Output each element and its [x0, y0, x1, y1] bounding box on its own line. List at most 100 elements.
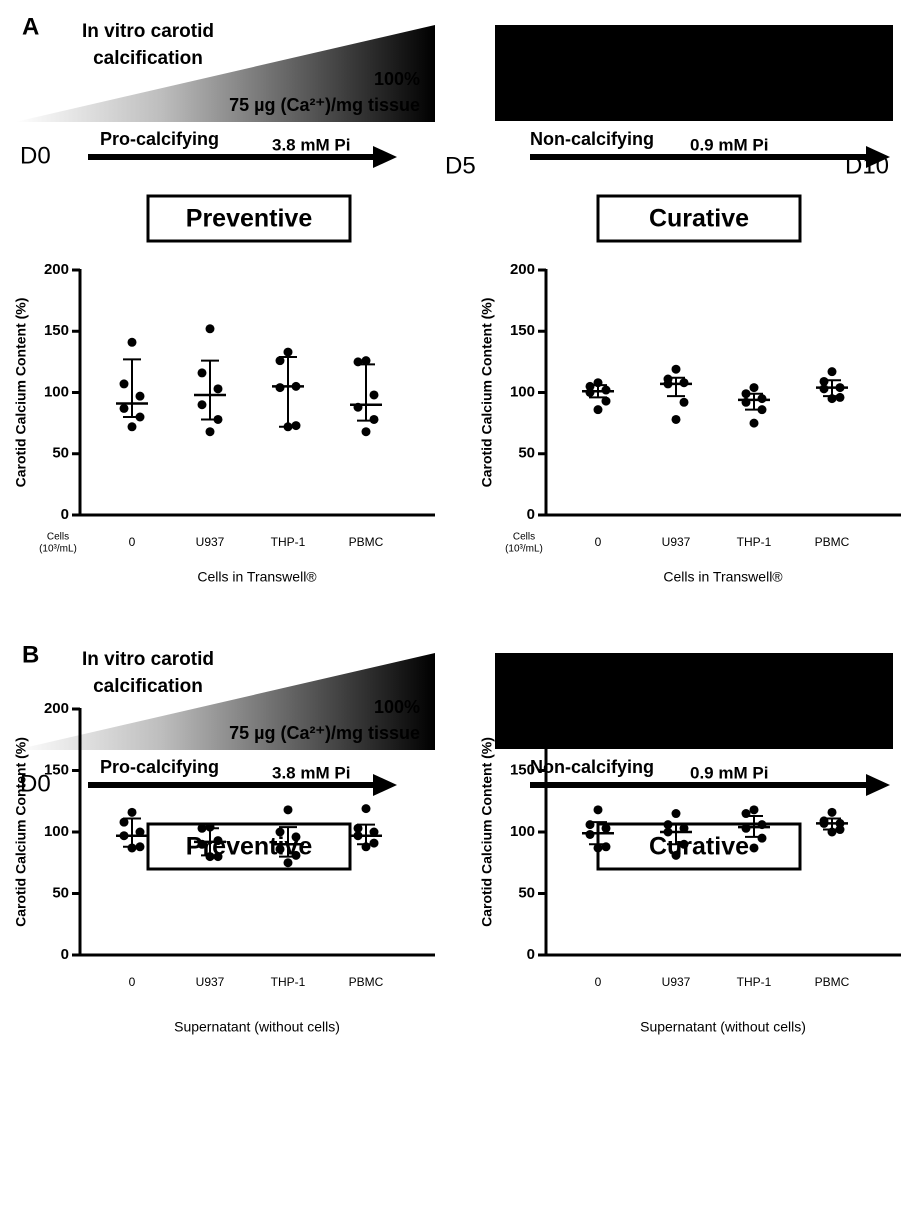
x-tick-label: 0 — [595, 975, 602, 989]
data-point — [135, 412, 145, 422]
data-point — [291, 381, 301, 391]
phase-label: Non-calcifying — [530, 129, 654, 149]
data-point — [291, 832, 301, 842]
phase-label: Pro-calcifying — [100, 757, 219, 777]
y-tick-label: 150 — [44, 322, 69, 339]
data-point — [197, 839, 207, 849]
data-point — [585, 829, 595, 839]
level-label: 100% — [374, 697, 420, 717]
data-point — [827, 807, 837, 817]
day-label: D0 — [20, 770, 51, 797]
y-tick-label: 150 — [44, 761, 69, 778]
y-tick-label: 50 — [52, 884, 69, 901]
data-point — [213, 836, 223, 846]
x-tick-label: THP-1 — [737, 535, 772, 549]
level-label: 100% — [374, 69, 420, 89]
data-point — [275, 827, 285, 837]
strategy-box — [596, 822, 802, 871]
dose-label: 75 µg (Ca²⁺)/mg tissue — [229, 723, 420, 743]
x-tick-label: PBMC — [349, 975, 384, 989]
strategy-box — [596, 194, 802, 243]
y-tick-label: 200 — [510, 700, 535, 717]
data-point — [291, 850, 301, 860]
data-point — [663, 827, 673, 837]
y-axis-label: Carotid Calcium Content (%) — [479, 737, 495, 927]
x-tick-label: PBMC — [349, 535, 384, 549]
row-label: Cells — [47, 532, 69, 543]
y-tick-label: 0 — [527, 506, 535, 523]
strategy-label: Preventive — [186, 205, 313, 233]
data-point — [593, 405, 603, 415]
data-point — [819, 384, 829, 394]
data-point — [135, 827, 145, 837]
data-point — [757, 833, 767, 843]
data-point — [749, 418, 759, 428]
data-point — [135, 842, 145, 852]
x-tick-label: PBMC — [815, 975, 850, 989]
data-point — [213, 852, 223, 862]
data-point — [671, 850, 681, 860]
data-point — [135, 391, 145, 401]
data-point — [127, 807, 137, 817]
dose-label: 75 µg (Ca²⁺)/mg tissue — [599, 711, 790, 731]
data-point — [275, 383, 285, 393]
data-point — [119, 403, 129, 413]
arrow-head — [866, 146, 890, 168]
y-tick-label: 0 — [527, 946, 535, 963]
data-point — [213, 414, 223, 424]
pi-label: 0.9 mM Pi — [690, 763, 768, 782]
data-point — [213, 384, 223, 394]
data-point — [353, 831, 363, 841]
data-point — [275, 844, 285, 854]
data-point — [741, 809, 751, 819]
data-point — [119, 831, 129, 841]
day-label: D5 — [445, 152, 476, 179]
data-point — [585, 388, 595, 397]
day-label: D10 — [845, 152, 889, 179]
data-point — [663, 820, 673, 830]
data-point — [353, 357, 363, 367]
row-unit: (10³/mL) — [505, 544, 543, 555]
y-axis-label: Carotid Calcium Content (%) — [13, 737, 29, 927]
data-point — [197, 400, 207, 410]
data-point — [283, 858, 293, 868]
phase-label: Non-calcifying — [530, 757, 654, 777]
y-tick-label: 50 — [518, 445, 535, 462]
x-axis-label: Supernatant (without cells) — [174, 1019, 340, 1035]
arrow-head — [373, 774, 397, 796]
x-tick-label: THP-1 — [271, 535, 306, 549]
data-point — [827, 394, 837, 404]
y-tick-label: 150 — [510, 761, 535, 778]
data-point — [283, 422, 293, 432]
data-point — [353, 823, 363, 833]
data-point — [819, 818, 829, 828]
data-point — [835, 383, 845, 393]
strategy-label: Curative — [649, 205, 749, 233]
calcified-box — [495, 25, 893, 121]
arrow-head — [373, 146, 397, 168]
data-point — [679, 378, 689, 388]
data-point — [197, 368, 207, 378]
y-tick-label: 50 — [518, 884, 535, 901]
dose-label: 75 µg (Ca²⁺)/mg tissue — [599, 83, 790, 103]
x-axis-label: Cells in Transwell® — [197, 569, 317, 585]
y-axis-label: Carotid Calcium Content (%) — [479, 298, 495, 488]
x-tick-label: PBMC — [815, 535, 850, 549]
y-axis-label: Carotid Calcium Content (%) — [13, 298, 29, 488]
data-point — [361, 842, 371, 852]
data-point — [741, 389, 751, 399]
dose-label: 75 µg (Ca²⁺)/mg tissue — [229, 95, 420, 115]
data-point — [361, 356, 371, 366]
x-tick-label: U937 — [196, 535, 225, 549]
data-point — [679, 397, 689, 407]
data-point — [205, 822, 215, 832]
data-point — [819, 376, 829, 386]
data-point — [749, 805, 759, 815]
data-point — [601, 823, 611, 833]
data-point — [283, 347, 293, 357]
data-point — [291, 421, 301, 431]
scheme-title: In vitro carotid — [82, 649, 214, 670]
data-point — [119, 379, 129, 389]
y-tick-label: 100 — [44, 823, 69, 840]
calcified-box — [495, 653, 893, 749]
